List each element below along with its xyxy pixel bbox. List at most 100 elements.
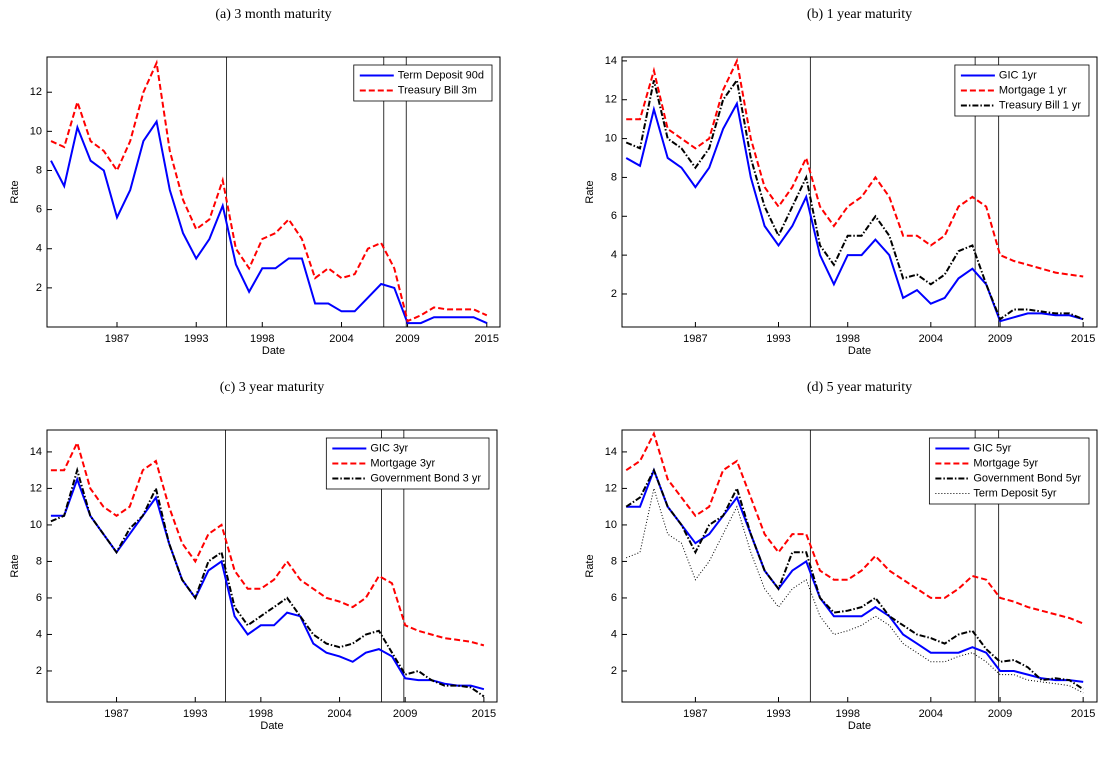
- y-tick-label: 2: [611, 288, 617, 300]
- x-tick-label: 1987: [104, 708, 128, 720]
- y-tick-label: 12: [30, 86, 42, 98]
- y-axis-label: Rate: [9, 180, 21, 203]
- legend: GIC 5yr Mortgage 5yr Government Bond 5yr Te…: [928, 437, 1090, 505]
- subplot: (d) 5 year maturity 1987 1993 1998 2004 2009 2…: [584, 380, 1098, 732]
- x-tick-label: 1987: [683, 333, 707, 345]
- y-tick-label: 6: [611, 592, 617, 604]
- y-tick-label: 6: [611, 210, 617, 222]
- y-tick-label: 8: [611, 171, 617, 183]
- x-tick-label: 1998: [835, 333, 859, 345]
- y-tick-label: 8: [36, 555, 42, 567]
- x-tick-label: 1987: [105, 333, 129, 345]
- legend-label: Mortgage 5yr: [973, 457, 1038, 469]
- x-tick-label: 2015: [475, 333, 499, 345]
- legend-label: Government Bond 5yr: [973, 472, 1081, 484]
- x-tick-label: 2009: [988, 708, 1012, 720]
- subplot: (c) 3 year maturity 1987 1993 1998 2004 2009 2…: [9, 380, 498, 732]
- x-axis-label: Date: [262, 345, 285, 357]
- x-tick-label: 2015: [472, 708, 496, 720]
- series-line: [50, 439, 485, 647]
- x-tick-label: 1987: [683, 708, 707, 720]
- series-line: [50, 476, 485, 691]
- y-axis-label: Rate: [584, 554, 596, 577]
- subplot-title: (d) 5 year maturity: [807, 380, 912, 395]
- x-tick-label: 2015: [1071, 333, 1095, 345]
- x-tick-label: 2004: [919, 333, 943, 345]
- x-tick-label: 2009: [395, 333, 419, 345]
- y-tick-label: 10: [30, 125, 42, 137]
- legend-label: Treasury Bill 1 yr: [999, 99, 1081, 111]
- legend-label: Mortgage 1 yr: [999, 84, 1067, 96]
- y-tick-label: 10: [30, 519, 42, 531]
- legend-box: [954, 64, 1090, 117]
- x-axis-label: Date: [260, 720, 283, 732]
- x-tick-label: 1998: [249, 708, 273, 720]
- legend-label: GIC 1yr: [999, 69, 1037, 81]
- y-tick-label: 4: [36, 243, 42, 255]
- subplot: (b) 1 year maturity 1987 1993 1998 2004 2009 2…: [584, 7, 1098, 357]
- x-tick-label: 2004: [919, 708, 943, 720]
- axes-frame: [46, 56, 501, 328]
- y-tick-label: 10: [605, 132, 617, 144]
- x-axis-label: Date: [848, 345, 871, 357]
- legend: GIC 3yr Mortgage 3yr Government Bond 3 yr: [325, 437, 490, 490]
- legend-label: Mortgage 3yr: [370, 457, 435, 469]
- y-tick-label: 2: [36, 665, 42, 677]
- y-tick-label: 4: [36, 628, 42, 640]
- x-tick-label: 1998: [250, 333, 274, 345]
- y-tick-label: 2: [36, 282, 42, 294]
- x-tick-label: 1993: [766, 708, 790, 720]
- plot-area: [625, 57, 1084, 327]
- x-tick-label: 2015: [1071, 708, 1095, 720]
- plot-area: [50, 57, 488, 327]
- x-tick-label: 1998: [835, 708, 859, 720]
- y-tick-label: 6: [36, 592, 42, 604]
- y-tick-label: 14: [30, 446, 42, 458]
- y-tick-label: 14: [605, 55, 617, 67]
- series-line: [626, 57, 1084, 278]
- y-axis-label: Rate: [584, 180, 596, 203]
- y-tick-label: 2: [611, 665, 617, 677]
- y-axis-label: Rate: [9, 554, 21, 577]
- y-tick-label: 14: [605, 446, 617, 458]
- y-tick-label: 10: [605, 519, 617, 531]
- x-tick-label: 1993: [183, 708, 207, 720]
- series-line: [625, 77, 1084, 321]
- subplot-title: (a) 3 month maturity: [215, 7, 331, 22]
- y-tick-label: 12: [605, 94, 617, 106]
- subplot: (a) 3 month maturity 1987 1993 1998 2004 2009…: [9, 7, 501, 357]
- legend: Term Deposit 90d Treasury Bill 3m: [353, 64, 493, 102]
- series-line: [626, 486, 1084, 694]
- subplot-title: (b) 1 year maturity: [807, 7, 912, 22]
- legend-label: GIC 5yr: [973, 442, 1011, 454]
- y-tick-label: 6: [36, 204, 42, 216]
- legend-label: Treasury Bill 3m: [398, 84, 477, 96]
- series-line: [625, 467, 1084, 691]
- y-tick-label: 8: [36, 164, 42, 176]
- series-line: [50, 466, 485, 698]
- legend-label: GIC 3yr: [370, 442, 408, 454]
- legend-label: Term Deposit 5yr: [973, 487, 1056, 499]
- x-tick-label: 1993: [184, 333, 208, 345]
- x-axis-label: Date: [848, 720, 871, 732]
- series-line: [625, 431, 1084, 625]
- legend: GIC 1yr Mortgage 1 yr Treasury Bill 1 yr: [954, 64, 1090, 117]
- y-tick-label: 8: [611, 555, 617, 567]
- subplot-title: (c) 3 year maturity: [220, 380, 325, 395]
- y-tick-label: 12: [605, 482, 617, 494]
- legend-box: [353, 64, 493, 102]
- series-line: [625, 100, 1084, 323]
- series-line: [50, 59, 488, 323]
- x-tick-label: 2009: [393, 708, 417, 720]
- y-tick-label: 4: [611, 249, 617, 261]
- x-tick-label: 2004: [327, 708, 351, 720]
- series-line: [50, 119, 488, 325]
- legend-label: Government Bond 3 yr: [370, 472, 481, 484]
- x-tick-label: 2004: [329, 333, 353, 345]
- legend-label: Term Deposit 90d: [398, 69, 484, 81]
- x-tick-label: 1993: [766, 333, 790, 345]
- y-tick-label: 12: [30, 482, 42, 494]
- plot-area: [50, 430, 485, 702]
